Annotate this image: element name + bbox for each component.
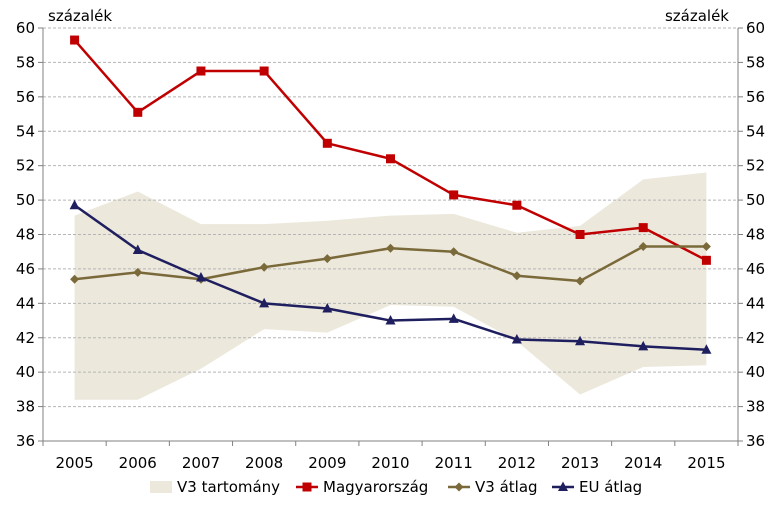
band-area — [74, 172, 707, 400]
legend-swatch — [150, 481, 172, 493]
y-tick-label-right: 50 — [746, 191, 765, 209]
square-marker — [70, 35, 80, 45]
triangle-marker — [69, 199, 80, 210]
triangle-marker — [701, 344, 712, 354]
y-tick-label-right: 44 — [746, 294, 765, 312]
x-tick-label: 2013 — [561, 454, 599, 472]
diamond-marker — [454, 482, 464, 492]
series-layer — [69, 35, 712, 354]
square-marker — [449, 190, 459, 200]
square-marker — [575, 230, 585, 239]
y-tick-label-left: 58 — [16, 53, 35, 71]
diamond-marker — [512, 271, 522, 281]
x-tick-label: 2012 — [498, 454, 536, 472]
y-tick-label-right: 60 — [746, 19, 765, 37]
square-marker — [302, 482, 312, 492]
y-tick-label-left: 44 — [16, 294, 35, 312]
triangle-marker — [385, 315, 396, 325]
y-tick-label-left: 50 — [16, 191, 35, 209]
x-tick-label: 2010 — [371, 454, 409, 472]
legend-label: V3 átlag — [475, 478, 538, 496]
y-tick-label-left: 52 — [16, 157, 35, 175]
triangle-marker — [558, 481, 568, 491]
diamond-marker — [70, 274, 80, 284]
diamond-marker — [449, 247, 459, 257]
series-0 — [70, 35, 711, 265]
band-layer — [74, 172, 707, 400]
y-right-unit-label: százalék — [665, 7, 729, 25]
labels-layer: százalék százalék 36 36 38 38 40 40 42 42 44 44 46… — [16, 7, 765, 472]
y-tick-label-right: 40 — [746, 363, 765, 381]
y-tick-label-left: 48 — [16, 226, 35, 244]
square-marker — [259, 66, 269, 76]
y-left-unit-label: százalék — [48, 7, 112, 25]
axes-layer — [38, 27, 743, 446]
square-marker — [196, 66, 206, 76]
y-tick-label-right: 48 — [746, 226, 765, 244]
y-tick-label-right: 46 — [746, 260, 765, 278]
y-tick-label-right: 56 — [746, 88, 765, 106]
y-tick-label-right: 36 — [746, 432, 765, 450]
y-tick-label-right: 58 — [746, 53, 765, 71]
square-marker — [701, 255, 711, 265]
x-tick-label: 2014 — [624, 454, 662, 472]
triangle-marker — [322, 302, 333, 313]
y-tick-label-left: 40 — [16, 363, 35, 381]
grid-layer — [43, 27, 738, 408]
y-tick-label-left: 56 — [16, 88, 35, 106]
legend-item: V3 tartomány — [150, 478, 280, 496]
square-marker — [133, 107, 143, 117]
x-tick-label: 2006 — [119, 454, 157, 472]
y-tick-label-left: 42 — [16, 329, 35, 347]
legend-item: Magyarország — [296, 478, 428, 496]
triangle-marker — [448, 313, 459, 323]
triangle-marker — [575, 335, 586, 346]
diamond-marker — [638, 242, 648, 252]
legend-label: Magyarország — [323, 478, 428, 496]
y-tick-label-left: 60 — [16, 19, 35, 37]
x-tick-label: 2008 — [245, 454, 283, 472]
y-tick-label-right: 52 — [746, 157, 765, 175]
y-tick-label-left: 38 — [16, 398, 35, 416]
x-tick-label: 2005 — [55, 454, 93, 472]
legend-item: V3 átlag — [448, 478, 538, 496]
y-tick-label-right: 38 — [746, 398, 765, 416]
y-tick-label-left: 36 — [16, 432, 35, 450]
series-2 — [69, 199, 712, 354]
legend-label: EU átlag — [579, 478, 642, 496]
x-tick-label: 2009 — [308, 454, 346, 472]
triangle-marker — [638, 340, 649, 351]
y-tick-label-left: 46 — [16, 260, 35, 278]
triangle-marker — [195, 272, 206, 282]
legend: V3 tartomány Magyarország V3 átlag EU átlag — [150, 478, 642, 496]
x-tick-label: 2007 — [182, 454, 220, 472]
diamond-marker — [133, 267, 143, 277]
square-marker — [386, 154, 395, 164]
square-marker — [638, 223, 648, 233]
triangle-marker — [132, 244, 143, 254]
x-tick-label: 2011 — [435, 454, 473, 472]
square-marker — [512, 200, 522, 210]
legend-label: V3 tartomány — [177, 478, 280, 496]
y-tick-label-right: 42 — [746, 329, 765, 347]
triangle-marker — [511, 333, 522, 344]
triangle-marker — [259, 297, 270, 308]
y-tick-label-right: 54 — [746, 122, 765, 140]
legend-item: EU átlag — [552, 478, 642, 496]
square-marker — [322, 138, 332, 148]
series-1 — [70, 242, 711, 286]
diamond-marker — [386, 243, 395, 253]
diamond-marker — [322, 254, 332, 264]
diamond-marker — [575, 276, 585, 286]
x-tick-label: 2015 — [687, 454, 725, 472]
diamond-marker — [701, 242, 711, 252]
diamond-marker — [259, 262, 269, 272]
y-tick-label-left: 54 — [16, 122, 35, 140]
